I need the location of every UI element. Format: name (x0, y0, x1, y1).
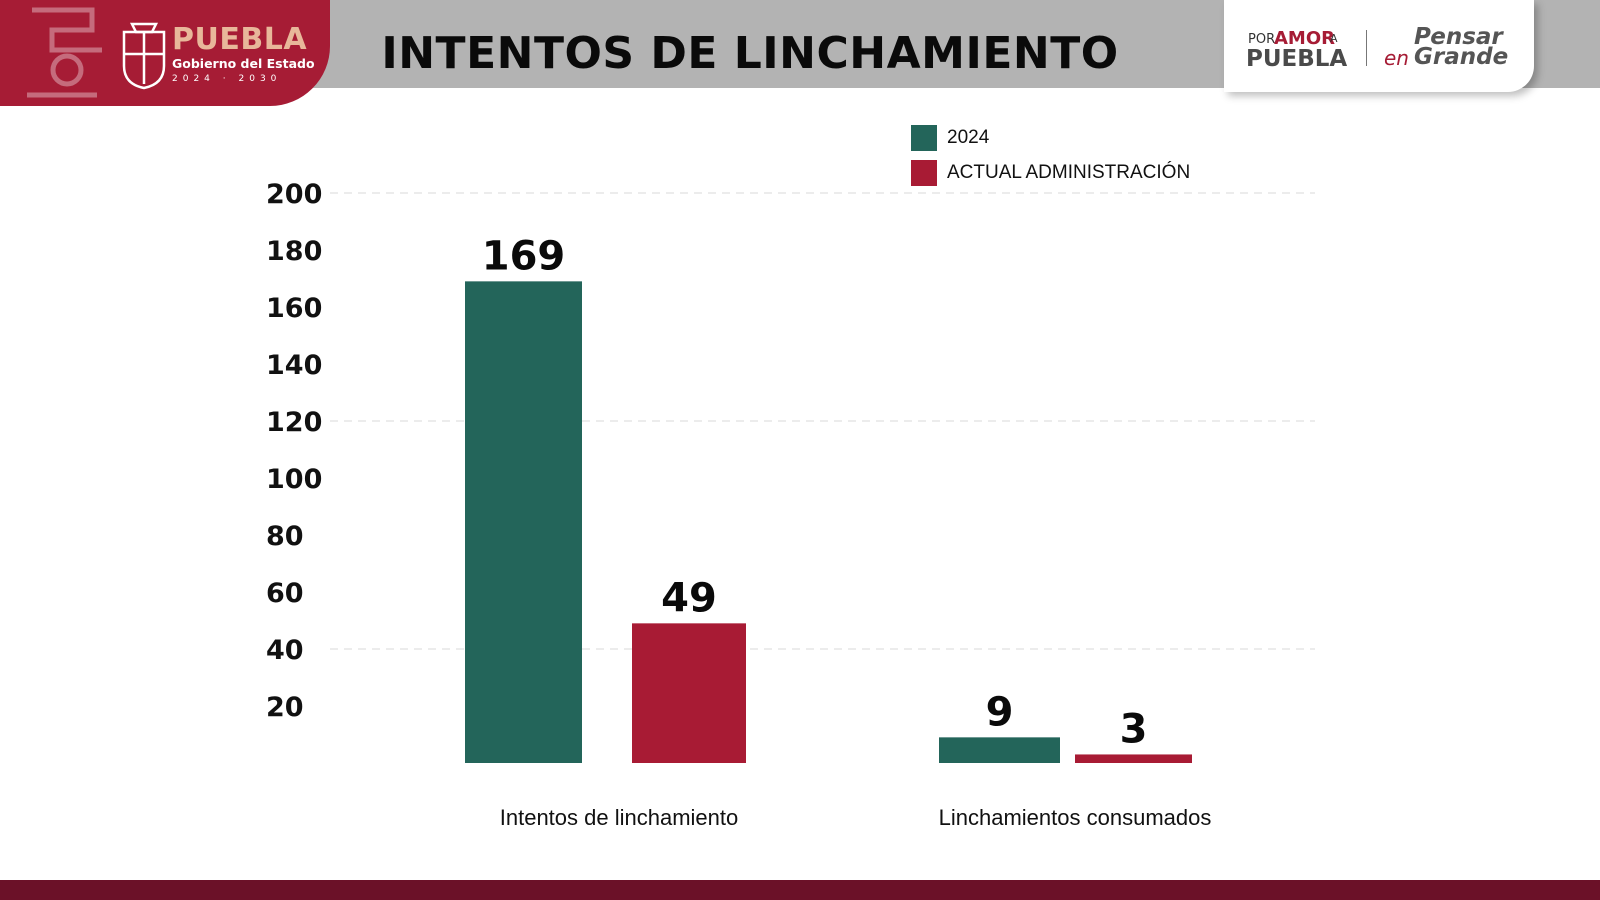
pre-hispanic-ornament-icon (27, 7, 102, 98)
legend-swatch-2024 (911, 125, 937, 151)
brand-en: en (1384, 46, 1409, 70)
data-label: 169 (482, 233, 566, 279)
y-tick-label: 100 (266, 464, 322, 495)
y-tick-label: 180 (266, 236, 322, 267)
y-tick-label: 140 (266, 350, 322, 381)
bar-chart: 20 40 60 80 100 120 140 160 180 200 169 49 Intentos … (266, 179, 1315, 830)
brand-amor: AMOR (1274, 28, 1336, 49)
government-logo-block: PUEBLA Gobierno del Estado 2024 · 2030 (0, 0, 330, 106)
data-label: 3 (1120, 706, 1148, 752)
gov-subtitle: Gobierno del Estado (172, 56, 315, 71)
y-tick-label: 80 (266, 521, 304, 552)
bar (1075, 754, 1192, 763)
legend-label-actual: ACTUAL ADMINISTRACIÓN (947, 162, 1191, 183)
legend-label-2024: 2024 (947, 127, 990, 148)
legend-item-2024: 2024 (911, 125, 989, 151)
bar (939, 737, 1060, 763)
data-label: 49 (661, 575, 717, 621)
bar (632, 623, 746, 763)
y-tick-label: 160 (266, 293, 322, 324)
state-coat-of-arms-icon (122, 22, 166, 90)
brand-puebla: PUEBLA (1246, 46, 1348, 72)
data-label: 9 (986, 689, 1014, 735)
y-tick-label: 60 (266, 578, 304, 609)
legend-swatch-actual (911, 160, 937, 186)
gov-name: PUEBLA (172, 22, 308, 57)
gov-years: 2024 · 2030 (172, 74, 282, 84)
brand-logos: POR AMOR A PUEBLA Pensar en Grande (1224, 0, 1534, 92)
category-label: Intentos de linchamiento (500, 805, 739, 830)
y-tick-label: 120 (266, 407, 322, 438)
brand-divider (1366, 30, 1367, 66)
legend-item-actual: ACTUAL ADMINISTRACIÓN (911, 160, 1190, 186)
brand-pensar: Pensar (1414, 24, 1503, 50)
y-tick-label: 200 (266, 179, 322, 210)
brand-a: A (1330, 32, 1338, 45)
page-title: INTENTOS DE LINCHAMIENTO (381, 28, 1119, 79)
y-tick-label: 40 (266, 635, 304, 666)
brand-por: POR (1248, 32, 1276, 47)
brand-grande: Grande (1414, 44, 1509, 70)
footer-band (0, 880, 1600, 900)
y-tick-label: 20 (266, 692, 304, 723)
bar (465, 281, 582, 763)
category-label: Linchamientos consumados (939, 805, 1212, 830)
